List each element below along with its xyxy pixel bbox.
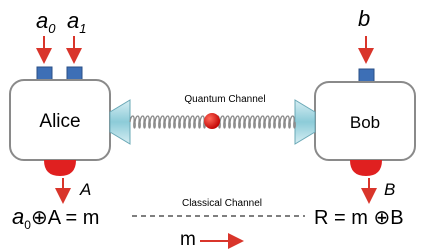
output-port [350,160,382,176]
output-port [44,160,76,176]
alice-output-label: A [79,180,91,199]
qubit [204,113,220,129]
alice-input-label: a1 [67,8,86,36]
classical-channel-label: Classical Channel [182,198,262,209]
bob-equation: R = m ⊕B [314,207,404,229]
antenna [110,100,130,144]
input-port [67,67,82,81]
alice-equation: a0⊕A = m [12,204,99,232]
input-port [37,67,52,81]
bob-output-label: B [384,180,395,199]
message-label: m [180,229,196,249]
bob-label: Bob [350,113,380,132]
diagram: a0 a1 b Alice Bob Quantum Channel A B a0… [0,0,435,249]
input-port [359,69,374,83]
bob-input-label: b [358,6,370,31]
antenna [295,100,315,144]
alice-input-label: a0 [36,8,56,36]
quantum-channel-label: Quantum Channel [184,94,265,105]
alice-label: Alice [39,111,80,132]
